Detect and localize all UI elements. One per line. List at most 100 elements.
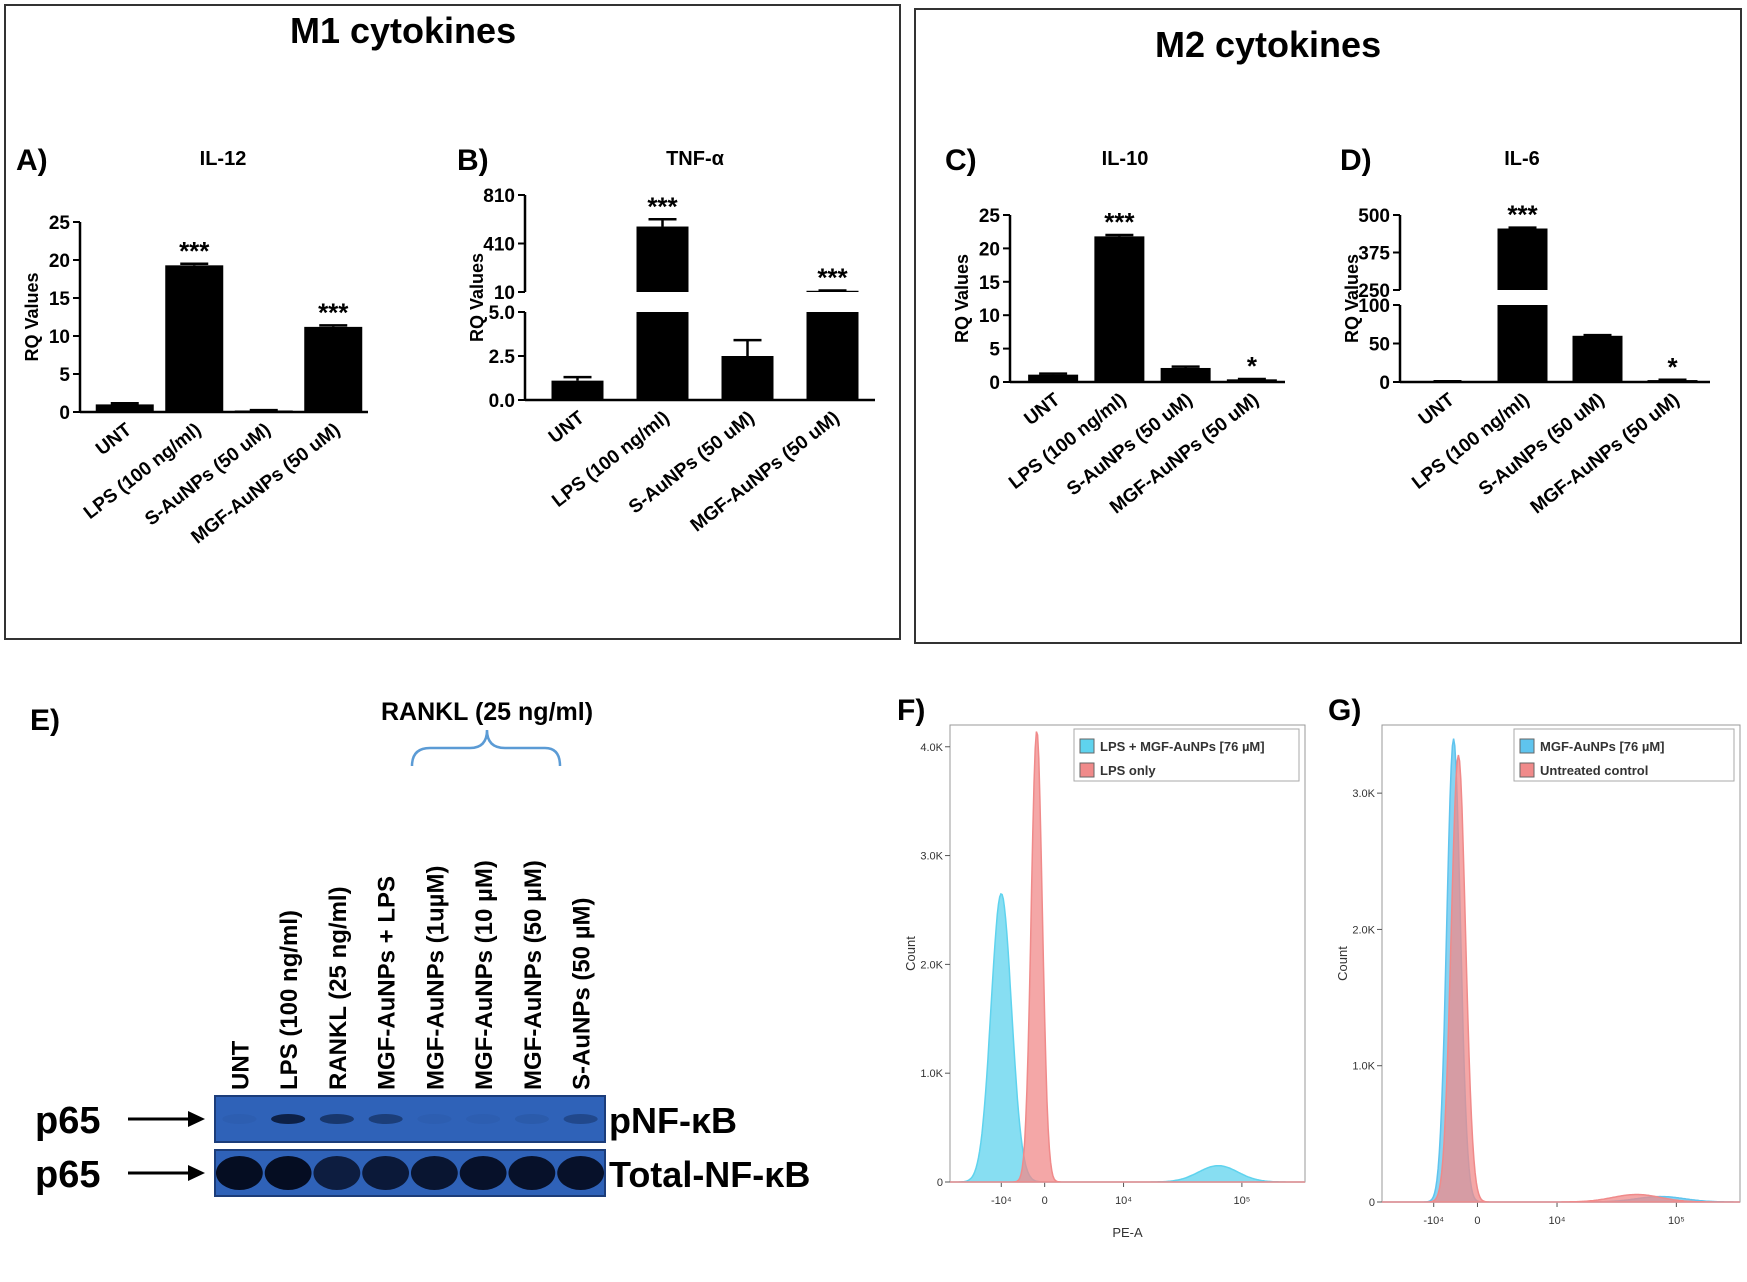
y-tick-label: 0: [1379, 373, 1390, 394]
y-tick-label: 4.0K: [920, 742, 943, 754]
x-tick-label: 0: [1474, 1215, 1480, 1227]
y-axis-label: RQ Values: [1342, 254, 1362, 343]
lane-label: MGF-AuNPs (1uµM): [422, 866, 449, 1090]
histogram-f: F) 0 1.0K 2.0K 3.0K 4.0K Count -10⁴ 0 10⁴ 10⁵ PE-A L…: [897, 694, 1306, 1240]
blot-band: [264, 1156, 312, 1190]
y-tick-label: 20: [49, 251, 70, 272]
lane-label: S-AuNPs (50 µM): [569, 897, 596, 1090]
legend-label: LPS only: [1100, 763, 1156, 778]
x-tick-label: UNT: [1020, 389, 1064, 430]
y-tick-label: 2.5: [489, 347, 516, 368]
plot-frame: [1381, 724, 1741, 1203]
blot-band: [222, 1114, 257, 1124]
arrow-head: [188, 1165, 205, 1181]
legend-swatch: [1519, 762, 1535, 778]
y-tick-label: 2.0K: [920, 959, 943, 971]
blot-band: [417, 1114, 452, 1124]
blot-band: [319, 1114, 354, 1124]
significance-marker: ***: [1507, 200, 1538, 230]
x-tick-label: LPS (100 ng/ml): [80, 419, 205, 523]
legend-label: MGF-AuNPs [76 µM]: [1540, 739, 1665, 754]
bar: [1647, 380, 1698, 382]
histogram-series: [1382, 738, 1740, 1203]
bar: [1160, 367, 1211, 382]
y-tick-label: 3.0K: [920, 851, 943, 863]
y-tick-label: 500: [1358, 206, 1390, 227]
significance-marker: ***: [1104, 207, 1135, 237]
panel-letter: G): [1328, 694, 1361, 727]
legend-swatch: [1079, 738, 1095, 754]
significance-marker: ***: [179, 236, 210, 266]
y-axis-label: Count: [1335, 946, 1350, 981]
chart-title: IL-10: [1102, 148, 1149, 170]
blot-band: [410, 1156, 458, 1190]
y-tick-label: 0: [1369, 1197, 1375, 1209]
x-tick-label: 10⁵: [1233, 1195, 1250, 1207]
blot-band: [466, 1114, 501, 1124]
legend-box: [1073, 728, 1300, 782]
axis-break-gap: [634, 292, 691, 312]
m1-panel-box: [4, 4, 901, 640]
x-tick-label: -10⁴: [991, 1195, 1012, 1207]
chart-title: IL-12: [200, 148, 247, 170]
panel-letter: A): [16, 144, 48, 177]
panel-letter: C): [945, 144, 977, 177]
panel-letter: B): [457, 144, 489, 177]
blot-right-label: Total-NF-κB: [609, 1154, 810, 1195]
x-tick-label: 10⁴: [1115, 1195, 1132, 1207]
bar: [1028, 374, 1079, 382]
x-axis-label: PE-A: [1112, 1225, 1143, 1240]
blot-band: [271, 1114, 306, 1124]
m2-panel-box: [914, 8, 1742, 644]
blot-right-label: pNF-κB: [609, 1100, 737, 1141]
x-tick-label: 0: [1042, 1195, 1048, 1207]
bar: [1572, 335, 1623, 382]
rankl-group-label: RANKL (25 ng/ml): [381, 698, 593, 726]
x-tick-label: -10⁴: [1423, 1215, 1444, 1227]
bar: [304, 326, 363, 412]
y-tick-label: 20: [979, 239, 1000, 260]
y-tick-label: 410: [483, 235, 515, 256]
chart-il12: A) IL-12 RQ Values 0 5 10 15 20 25 UNT *** LPS (100…: [16, 144, 368, 548]
blot-band: [313, 1156, 361, 1190]
bar: [165, 265, 224, 412]
y-tick-label: 375: [1358, 244, 1390, 265]
y-tick-label: 1.0K: [1352, 1061, 1375, 1073]
chart-title: TNF-α: [666, 148, 725, 170]
bar: [636, 226, 689, 400]
legend-box: [1513, 728, 1735, 782]
x-tick-label: 10⁴: [1549, 1215, 1566, 1227]
y-tick-label: 0.0: [489, 391, 515, 412]
significance-marker: *: [1247, 351, 1258, 381]
legend-swatch: [1519, 738, 1535, 754]
legend-swatch: [1079, 762, 1095, 778]
panel-letter: D): [1340, 144, 1372, 177]
y-tick-label: 15: [979, 273, 1001, 294]
lane-label: MGF-AuNPs (10 µM): [471, 860, 498, 1090]
panel-letter: E): [30, 704, 60, 737]
y-tick-label: 2.0K: [1352, 924, 1375, 936]
significance-marker: ***: [318, 297, 349, 327]
m1-title: M1 cytokines: [290, 10, 517, 51]
y-tick-label: 10: [494, 283, 515, 304]
blot-band: [563, 1114, 598, 1124]
chart-il10: C) IL-10 RQ Values 0 5 10 15 20 25 UNT *** LPS (100…: [945, 144, 1285, 518]
y-tick-label: 250: [1358, 281, 1390, 302]
blot-band: [459, 1156, 507, 1190]
x-tick-label: MGF-AuNPs (50 uM): [1527, 389, 1684, 518]
blot-left-label: p65: [35, 1154, 100, 1196]
y-tick-label: 100: [1358, 296, 1390, 317]
histogram-series: [950, 892, 1305, 1183]
lane-label: RANKL (25 ng/ml): [325, 886, 352, 1090]
significance-marker: *: [1667, 352, 1678, 382]
y-axis-label: Count: [903, 936, 918, 971]
x-tick-label: UNT: [92, 419, 136, 460]
axis-break-gap: [1495, 290, 1550, 305]
legend-label: Untreated control: [1540, 763, 1648, 778]
y-tick-label: 50: [1369, 335, 1390, 356]
y-tick-label: 0: [59, 403, 70, 424]
y-axis-label: RQ Values: [22, 272, 42, 361]
lane-label: LPS (100 ng/ml): [276, 910, 303, 1090]
y-tick-label: 0: [937, 1177, 943, 1189]
lane-label: MGF-AuNPs + LPS: [374, 876, 401, 1090]
